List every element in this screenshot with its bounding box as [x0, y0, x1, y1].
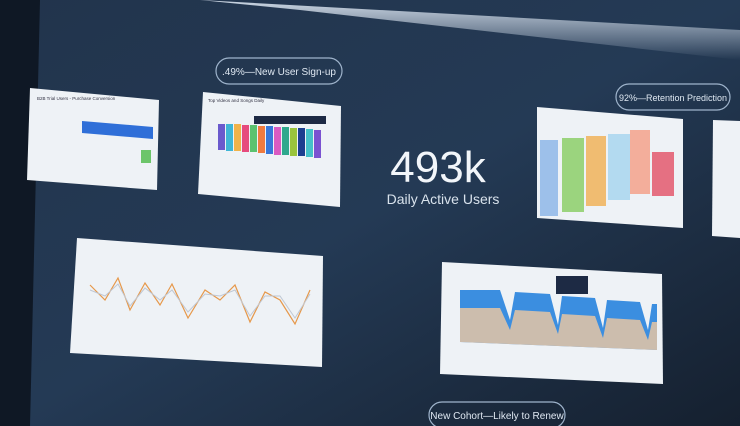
- panel-title: B2B Trial Users - Purchase Conversion: [37, 96, 116, 101]
- headline-label: Daily Active Users: [387, 191, 500, 207]
- pill-text: New Cohort—Likely to Renew: [430, 411, 564, 422]
- panel: [712, 120, 740, 238]
- bar-graphic: [82, 121, 153, 139]
- tooltip: [556, 276, 588, 294]
- headline-value: 493k: [390, 143, 486, 192]
- panel-title: Top Videos and Songs Daily: [208, 98, 265, 103]
- pill-text: .49%—New User Sign-up: [222, 67, 336, 78]
- pill: [215, 57, 343, 85]
- panel: [27, 88, 159, 190]
- pill: [428, 401, 566, 426]
- bar-graphic: [141, 150, 151, 163]
- area-graphic: [460, 308, 657, 350]
- bar-graphics: [218, 116, 326, 158]
- line-graphic: [89, 283, 311, 319]
- light-glow: [200, 0, 740, 60]
- pill: [615, 83, 731, 111]
- pill-text: 92%—Retention Prediction: [619, 93, 727, 103]
- sankey-graphic: [540, 130, 674, 216]
